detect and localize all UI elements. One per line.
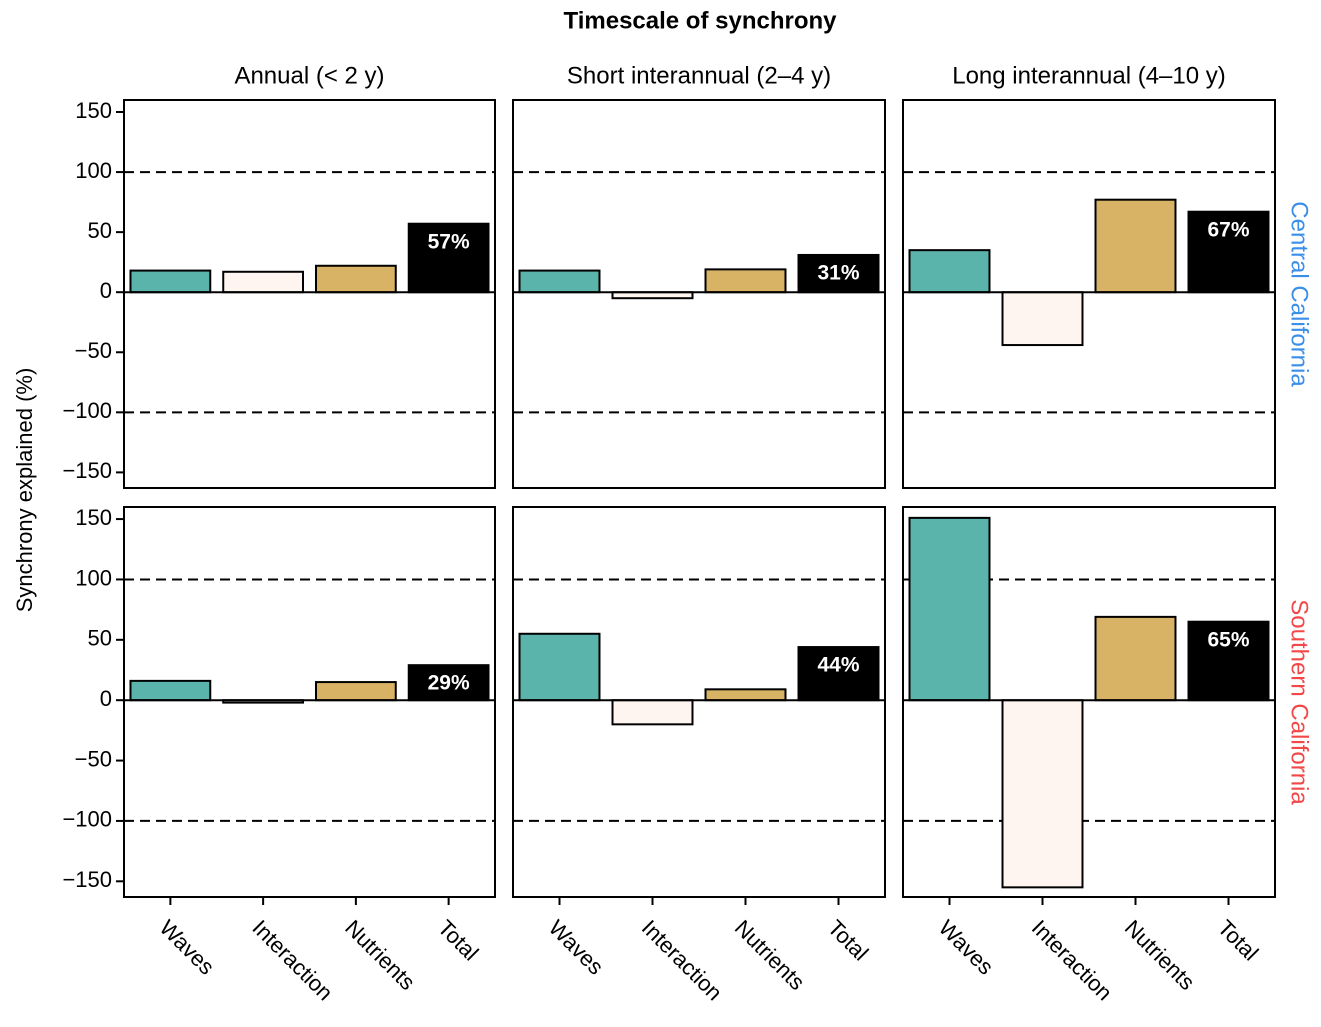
bar xyxy=(222,270,305,294)
bar xyxy=(518,269,601,294)
bar xyxy=(797,253,880,294)
bar xyxy=(908,249,991,294)
y-tick-label: −150 xyxy=(62,867,112,892)
panel-frame xyxy=(902,99,1276,489)
x-tick-label: Interaction xyxy=(247,915,337,1005)
column-title: Short interannual (2–4 y) xyxy=(567,62,831,89)
value-label: 31% xyxy=(817,262,859,285)
x-tick-label: Nutrients xyxy=(1120,915,1200,995)
x-tick-label: Waves xyxy=(934,915,999,980)
y-tick-label: 50 xyxy=(88,218,112,243)
y-tick-label: 150 xyxy=(75,98,112,123)
panel-frame xyxy=(123,506,496,898)
panel-frame xyxy=(123,99,496,489)
bar xyxy=(1001,291,1084,347)
row-label: Central California xyxy=(1286,201,1313,387)
x-tick-label: Waves xyxy=(155,915,220,980)
y-tick-label: 100 xyxy=(75,565,112,590)
column-title: Annual (< 2 y) xyxy=(234,62,384,89)
bar xyxy=(1001,699,1084,889)
bar xyxy=(611,699,694,726)
y-tick-label: −150 xyxy=(62,458,112,483)
value-label: 29% xyxy=(428,672,470,695)
bar xyxy=(314,264,397,294)
chart-title: Timescale of synchrony xyxy=(564,7,838,34)
bar xyxy=(1094,615,1177,702)
panel-frame xyxy=(512,506,886,898)
y-tick-label: 150 xyxy=(75,505,112,530)
y-tick-label: −50 xyxy=(75,338,112,363)
bar xyxy=(314,681,397,702)
y-tick-label: 0 xyxy=(100,278,112,303)
x-tick-label: Total xyxy=(1213,915,1264,966)
bar xyxy=(1094,198,1177,294)
panel-frame xyxy=(512,99,886,489)
bar xyxy=(1187,210,1270,294)
column-title: Long interannual (4–10 y) xyxy=(952,62,1226,89)
x-tick-label: Interaction xyxy=(637,915,727,1005)
y-tick-label: −100 xyxy=(62,807,112,832)
x-tick-label: Total xyxy=(823,915,874,966)
row-label: Southern California xyxy=(1286,599,1313,805)
value-label: 57% xyxy=(428,230,470,253)
bar xyxy=(518,632,601,702)
bar xyxy=(704,268,787,294)
bar xyxy=(129,269,212,294)
bar xyxy=(704,688,787,702)
bar xyxy=(1187,620,1270,702)
bar xyxy=(797,646,880,702)
bar xyxy=(908,516,991,702)
y-tick-label: −50 xyxy=(75,746,112,771)
x-tick-label: Waves xyxy=(544,915,609,980)
x-tick-label: Nutrients xyxy=(340,915,420,995)
value-label: 44% xyxy=(817,654,859,677)
y-tick-label: 50 xyxy=(88,626,112,651)
x-tick-label: Nutrients xyxy=(730,915,810,995)
y-tick-label: −100 xyxy=(62,398,112,423)
x-tick-label: Interaction xyxy=(1027,915,1117,1005)
value-label: 67% xyxy=(1207,218,1249,241)
y-axis-label: Synchrony explained (%) xyxy=(12,368,37,613)
bar xyxy=(129,679,212,702)
y-tick-label: 100 xyxy=(75,158,112,183)
y-tick-label: 0 xyxy=(100,686,112,711)
x-tick-label: Total xyxy=(433,915,484,966)
value-label: 65% xyxy=(1207,628,1249,651)
panel-frame xyxy=(902,506,1276,898)
